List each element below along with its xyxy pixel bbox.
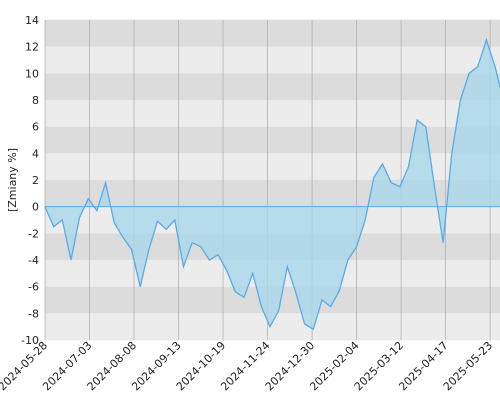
y-tick-label: 6 xyxy=(32,121,39,134)
y-tick-label: -6 xyxy=(28,281,39,294)
y-tick-label: -10 xyxy=(21,334,39,347)
y-tick-label: 14 xyxy=(25,14,39,27)
y-tick-label: 0 xyxy=(32,201,39,214)
area xyxy=(45,40,500,330)
line xyxy=(44,37,500,331)
y-tick-label: -2 xyxy=(28,227,39,240)
y-tick-label: 4 xyxy=(32,147,39,160)
y-tick-label: 2 xyxy=(32,174,39,187)
band xyxy=(45,100,500,127)
y-tick-label: 10 xyxy=(25,67,39,80)
band xyxy=(45,126,500,154)
y-tick-label: -8 xyxy=(28,307,39,320)
y-axis-label: [Zmiany %] xyxy=(6,148,19,212)
band xyxy=(45,20,500,47)
band xyxy=(45,46,500,74)
y-tick-label: -4 xyxy=(28,254,39,267)
band xyxy=(45,73,500,100)
y-tick-label: 8 xyxy=(32,94,39,107)
y-tick-label: 12 xyxy=(25,41,39,54)
